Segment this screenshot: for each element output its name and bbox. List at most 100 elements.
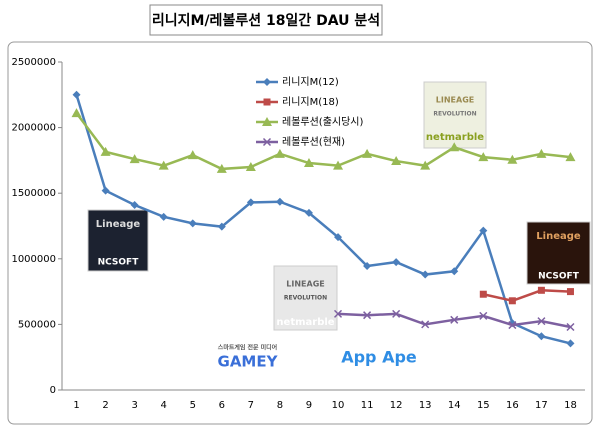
x-tick-label: 13 (419, 400, 432, 411)
logo-text: App Ape (341, 348, 417, 367)
marker (420, 160, 431, 170)
legend-label: 레볼루션(출시당시) (282, 116, 364, 128)
marker (421, 320, 430, 329)
x-tick-label: 4 (161, 400, 167, 411)
marker (391, 156, 402, 166)
y-tick-label: 1000000 (11, 254, 56, 265)
logo-text: Lineage (536, 231, 581, 242)
logo: App Ape (328, 343, 430, 373)
marker (362, 148, 373, 158)
marker (363, 311, 372, 320)
marker (392, 309, 401, 318)
x-tick-label: 2 (102, 400, 108, 411)
marker (479, 311, 488, 320)
x-tick-label: 9 (306, 400, 312, 411)
x-tick-label: 7 (248, 400, 254, 411)
marker (304, 208, 313, 217)
logo: LINEAGE REVOLUTION netmarble (273, 265, 338, 331)
logo-box (526, 221, 591, 285)
x-tick-label: 17 (535, 400, 548, 411)
x-tick-label: 15 (477, 400, 490, 411)
logo-text: GAMEY (218, 353, 279, 371)
marker (449, 142, 460, 152)
logo-text: REVOLUTION (284, 295, 327, 302)
y-tick-label: 0 (50, 385, 56, 396)
legend-label: 리니지M(12) (282, 76, 339, 88)
logo-text: NCSOFT (538, 272, 580, 282)
y-tick-label: 500000 (18, 319, 56, 330)
legend-label: 레볼루션(현재) (282, 136, 345, 148)
marker (536, 148, 547, 158)
logo-text: NCSOFT (98, 258, 140, 268)
marker (537, 332, 546, 341)
marker (303, 158, 314, 168)
logo-text: LINEAGE (436, 96, 474, 105)
marker (566, 288, 574, 296)
marker (566, 339, 575, 348)
marker (263, 78, 271, 86)
y-tick-label: 2000000 (11, 123, 56, 134)
logo-box (200, 343, 295, 373)
logo-box (273, 265, 338, 331)
marker (508, 297, 516, 305)
marker (537, 317, 546, 326)
marker (508, 321, 517, 330)
x-tick-label: 6 (219, 400, 225, 411)
marker (450, 267, 459, 276)
series-line (75, 112, 571, 171)
logo-text: Lineage (96, 219, 141, 230)
x-tick-label: 5 (190, 400, 196, 411)
chart-title: 리니지M/레볼루션 18일간 DAU 분석 (152, 12, 380, 29)
marker (507, 154, 518, 164)
marker (262, 137, 272, 147)
marker (263, 98, 271, 106)
marker (479, 226, 488, 235)
marker (129, 154, 140, 164)
logo-text: netmarble (276, 317, 334, 328)
marker (274, 148, 285, 158)
series-line (483, 289, 571, 303)
logo-text: 스마트게임 전문 미디어 (218, 344, 277, 352)
marker (333, 160, 344, 170)
y-tick-label: 1500000 (11, 188, 56, 199)
series-line (75, 94, 571, 345)
marker (159, 212, 168, 221)
x-tick-label: 3 (131, 400, 137, 411)
marker (188, 219, 197, 228)
y-tick-label: 2500000 (11, 57, 56, 68)
logo: Lineage NCSOFT (526, 221, 591, 285)
logo-box (87, 209, 149, 272)
marker (537, 286, 545, 294)
marker (479, 290, 487, 298)
logo-box (423, 81, 487, 149)
marker (72, 90, 81, 99)
logo-text: LINEAGE (286, 280, 324, 289)
marker (187, 150, 198, 160)
logo: LINEAGE REVOLUTION netmarble (423, 81, 487, 149)
marker (565, 152, 576, 162)
marker (245, 161, 256, 171)
marker (246, 198, 255, 207)
marker (478, 152, 489, 162)
x-tick-label: 8 (277, 400, 283, 411)
marker (450, 315, 459, 324)
marker (101, 186, 110, 195)
marker (566, 322, 575, 332)
x-tick-label: 18 (564, 400, 577, 411)
logo-text: netmarble (426, 132, 484, 143)
title-box (149, 4, 383, 36)
marker (130, 201, 139, 210)
marker (100, 146, 111, 156)
legend-label: 리니지M(18) (282, 96, 339, 108)
x-tick-label: 11 (361, 400, 374, 411)
marker (392, 258, 401, 267)
marker (262, 117, 272, 126)
x-tick-label: 10 (332, 400, 345, 411)
logo-text: REVOLUTION (433, 111, 476, 118)
x-tick-label: 16 (506, 400, 519, 411)
x-tick-label: 1 (73, 400, 79, 411)
logo: Lineage NCSOFT (87, 209, 149, 272)
x-tick-label: 14 (448, 400, 461, 411)
